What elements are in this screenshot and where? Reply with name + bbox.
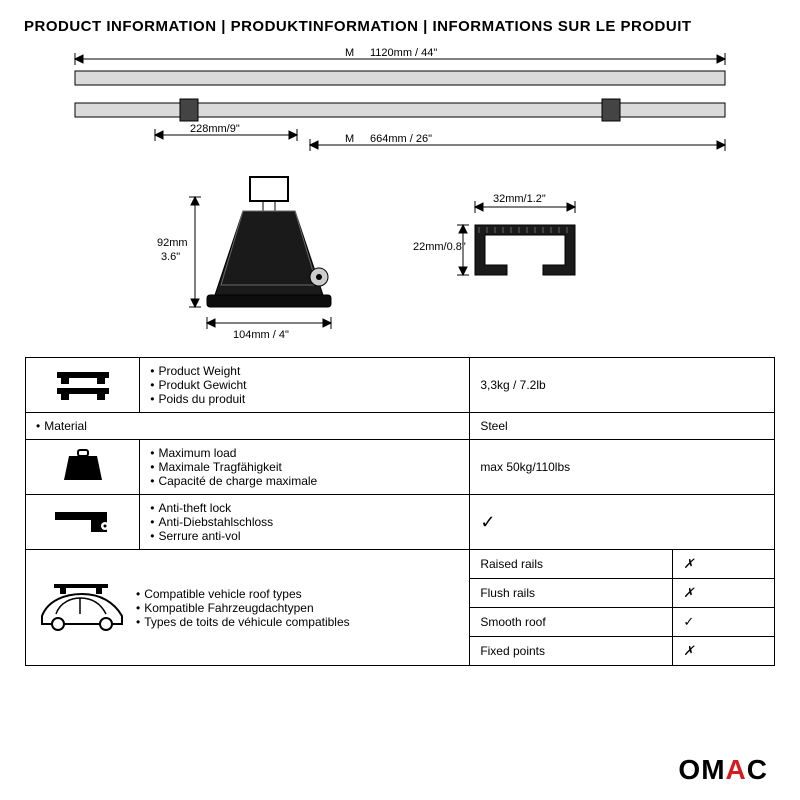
weight-icon (26, 358, 140, 413)
compat-name-3: Fixed points (470, 637, 673, 666)
compat-name-1: Flush rails (470, 579, 673, 608)
maxload-icon (26, 440, 140, 495)
compat-name-0: Raised rails (470, 550, 673, 579)
row-antitheft: Anti-theft lock Anti-Diebstahlschloss Se… (26, 495, 775, 550)
dim-profile-height: 22mm/0.8" (413, 241, 466, 253)
row-compat-0: Compatible vehicle roof types Kompatible… (26, 550, 775, 579)
weight-value: 3,3kg / 7.2lb (470, 358, 775, 413)
dim-M-top: M (345, 47, 354, 59)
dim-foot-height-mm: 92mm (157, 237, 188, 249)
dim-top-width: 1120mm / 44" (370, 47, 437, 59)
dim-foot-base: 104mm / 4" (233, 329, 289, 341)
compat-val-1: ✗ (673, 579, 775, 608)
dim-inner-width: 664mm / 26" (370, 133, 432, 145)
maxload-labels: Maximum load Maximale Tragfähigkeit Capa… (150, 446, 459, 488)
compat-labels: Compatible vehicle roof types Kompatible… (136, 587, 350, 629)
page-title: PRODUCT INFORMATION | PRODUKTINFORMATION… (24, 18, 776, 35)
dimension-diagram: M 1120mm / 44" 228mm/9" M 664mm / 26" 92… (25, 47, 775, 347)
compat-val-2: ✓ (673, 608, 775, 637)
material-value: Steel (470, 413, 775, 440)
brand-logo: OMAC (678, 754, 768, 786)
compat-val-3: ✗ (673, 637, 775, 666)
compat-val-0: ✗ (673, 550, 775, 579)
antitheft-labels: Anti-theft lock Anti-Diebstahlschloss Se… (150, 501, 459, 543)
dim-offset: 228mm/9" (190, 123, 240, 135)
row-weight: Product Weight Produkt Gewicht Poids du … (26, 358, 775, 413)
maxload-value: max 50kg/110lbs (470, 440, 775, 495)
row-material: Material Steel (26, 413, 775, 440)
row-maxload: Maximum load Maximale Tragfähigkeit Capa… (26, 440, 775, 495)
car-icon (36, 580, 126, 635)
compat-name-2: Smooth roof (470, 608, 673, 637)
lock-icon (26, 495, 140, 550)
weight-labels: Product Weight Produkt Gewicht Poids du … (150, 364, 459, 406)
antitheft-value: ✓ (470, 495, 775, 550)
spec-table: Product Weight Produkt Gewicht Poids du … (25, 357, 775, 666)
material-labels: Material (36, 419, 459, 433)
dim-profile-width: 32mm/1.2" (493, 193, 546, 205)
dim-M-inner: M (345, 133, 354, 145)
dim-foot-height-in: 3.6" (161, 251, 180, 263)
